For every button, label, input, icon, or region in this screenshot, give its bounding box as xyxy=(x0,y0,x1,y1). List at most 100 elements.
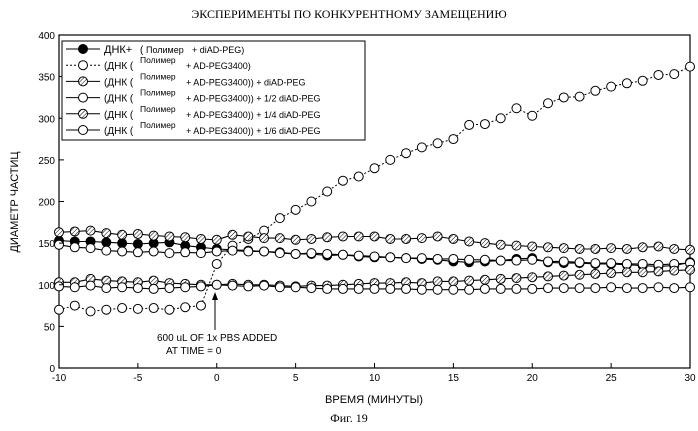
series-layer xyxy=(54,61,695,317)
data-point xyxy=(637,75,648,86)
y-tick-label: 250 xyxy=(38,156,55,167)
data-point xyxy=(243,246,254,257)
legend-entry-5: (ДНК (Полимер + AD-PEG3400)) + 1/4 diAD-P… xyxy=(66,104,321,121)
legend-swatch-marker xyxy=(78,125,88,135)
legend-label: + AD-PEG3400)) + 1/2 diAD-PEG xyxy=(186,94,321,104)
data-point xyxy=(574,283,585,294)
data-point xyxy=(117,246,128,257)
data-point xyxy=(132,247,143,258)
data-point xyxy=(211,279,222,290)
legend-label: + AD-PEG3400)) + diAD-PEG xyxy=(186,77,306,87)
data-point xyxy=(259,233,270,244)
data-point xyxy=(353,231,364,242)
data-point xyxy=(432,138,443,149)
x-tick-label: 10 xyxy=(369,373,381,384)
data-point xyxy=(416,284,427,295)
data-point xyxy=(590,283,601,294)
data-point xyxy=(464,119,475,130)
data-point xyxy=(479,238,490,249)
data-point xyxy=(621,78,632,89)
y-axis-label: ДИАМЕТР ЧАСТИЦ xyxy=(9,151,21,252)
legend-paren: ( xyxy=(140,45,144,56)
data-point xyxy=(558,243,569,254)
legend-entry-4: (ДНК (Полимер + AD-PEG3400)) + 1/2 diAD-P… xyxy=(66,88,321,105)
data-point xyxy=(243,231,254,242)
data-point xyxy=(148,303,159,314)
data-point xyxy=(274,233,285,244)
data-point xyxy=(180,282,191,293)
legend-polymer-sup: Полимер xyxy=(140,71,176,81)
data-point xyxy=(685,264,695,275)
data-point xyxy=(574,257,585,268)
data-point xyxy=(479,254,490,265)
data-point xyxy=(101,228,112,239)
data-point xyxy=(558,270,569,281)
data-point xyxy=(558,92,569,103)
data-point xyxy=(621,267,632,278)
data-point xyxy=(543,256,554,267)
legend-entry-1: ДНК+ (Полимер + diAD-PEG) xyxy=(66,44,244,56)
legend-label: + diAD-PEG) xyxy=(192,45,244,55)
data-point xyxy=(495,113,506,124)
data-point xyxy=(180,302,191,313)
y-tick-label: 300 xyxy=(38,114,55,125)
data-point xyxy=(669,265,680,276)
data-point xyxy=(527,283,538,294)
data-point xyxy=(558,256,569,267)
data-point xyxy=(274,282,285,293)
legend: ДНК+(Полимер + diAD-PEG)(ДНК (Полимер+ AD… xyxy=(61,40,366,141)
data-point xyxy=(148,230,159,241)
annotation-line-2: AT TIME = 0 xyxy=(166,346,222,357)
data-point xyxy=(527,110,538,121)
data-point xyxy=(322,283,333,294)
data-point xyxy=(448,276,459,287)
data-point xyxy=(290,234,301,245)
data-point xyxy=(337,175,348,186)
data-point xyxy=(637,283,648,294)
x-tick-label: 25 xyxy=(606,373,618,384)
data-point xyxy=(337,283,348,294)
data-point xyxy=(511,103,522,114)
series-line xyxy=(58,66,691,312)
data-point xyxy=(385,283,396,294)
data-point xyxy=(495,239,506,250)
data-point xyxy=(543,242,554,253)
y-tick-label: 150 xyxy=(38,239,55,250)
data-point xyxy=(211,246,222,257)
legend-label: + AD-PEG3400)) + 1/4 diAD-PEG xyxy=(186,110,321,120)
data-point xyxy=(653,241,664,252)
legend-polymer: Полимер xyxy=(146,45,184,55)
legend-label: + AD-PEG3400)) + 1/6 diAD-PEG xyxy=(186,126,321,136)
data-point xyxy=(290,204,301,215)
data-point xyxy=(353,171,364,182)
data-point xyxy=(132,283,143,294)
data-point xyxy=(180,247,191,258)
data-point xyxy=(653,282,664,293)
data-point xyxy=(495,273,506,284)
data-point xyxy=(653,266,664,277)
data-point xyxy=(101,283,112,294)
data-point xyxy=(432,276,443,287)
data-point xyxy=(274,248,285,259)
data-point xyxy=(69,300,80,311)
data-point xyxy=(101,237,112,248)
data-point xyxy=(606,258,617,269)
data-point xyxy=(385,252,396,263)
data-point xyxy=(54,281,64,292)
data-point xyxy=(464,236,475,247)
x-tick-label: -5 xyxy=(133,373,142,384)
data-point xyxy=(511,283,522,294)
legend-polymer-sup: Полимер xyxy=(140,104,176,114)
data-point xyxy=(574,269,585,280)
data-point xyxy=(432,231,443,242)
series-3 xyxy=(54,225,695,255)
data-point xyxy=(416,253,427,264)
legend-paren: (ДНК ( xyxy=(104,61,134,72)
data-point xyxy=(685,244,695,255)
data-point xyxy=(448,253,459,264)
data-point xyxy=(637,242,648,253)
data-point xyxy=(511,240,522,251)
data-point xyxy=(353,283,364,294)
data-point xyxy=(101,245,112,256)
